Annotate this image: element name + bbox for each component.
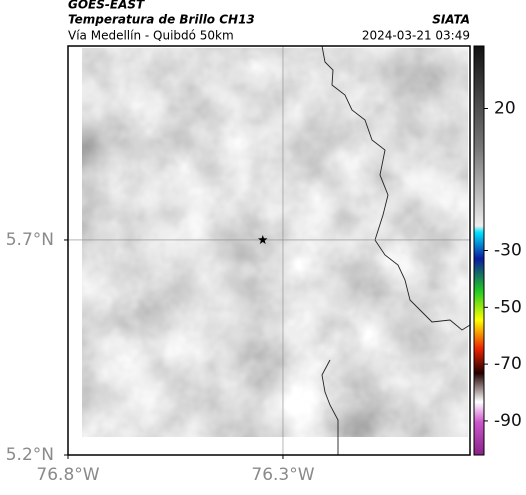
timestamp: 2024-03-21 03:49	[362, 29, 470, 43]
agency: SIATA	[432, 13, 470, 27]
boundary	[321, 46, 470, 331]
map-area	[68, 46, 470, 455]
x-tick-label: 76.3°W	[251, 465, 314, 485]
map-frame	[67, 45, 471, 456]
colorbar-tick-label: 20	[494, 98, 516, 118]
location-marker	[258, 235, 268, 244]
source: GOES-EAST	[68, 0, 145, 12]
brightness-image	[82, 48, 468, 437]
colorbar-tick-label: -90	[494, 411, 522, 431]
region: Vía Medellín - Quibdó 50km	[68, 29, 234, 43]
y-tick-label: 5.2°N	[6, 445, 54, 465]
y-tick-label: 5.7°N	[6, 230, 54, 250]
colorbar-tick-label: -30	[494, 241, 522, 261]
boundary	[321, 359, 339, 455]
x-tick-label: 76.8°W	[36, 465, 99, 485]
colorbar	[473, 45, 485, 456]
colorbar-tick-label: -70	[494, 354, 522, 374]
product: Temperatura de Brillo CH13	[68, 13, 255, 27]
colorbar-tick-label: -50	[494, 297, 522, 317]
